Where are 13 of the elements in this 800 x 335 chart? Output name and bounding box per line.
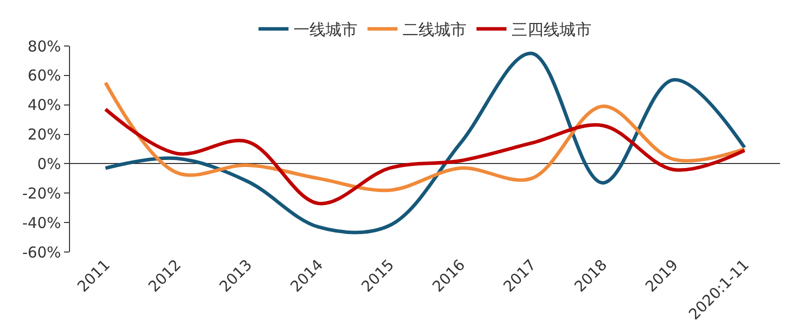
y-tick-label: 80% (28, 37, 61, 56)
legend-label: 三四线城市 (512, 20, 592, 40)
y-tick-label: -60% (22, 243, 61, 262)
y-tick-label: 60% (28, 66, 61, 85)
line-series (104, 108, 746, 206)
y-tick-label: -20% (22, 184, 61, 202)
y-tick-label: 40% (28, 96, 61, 114)
y-tick-label: -40% (22, 214, 61, 232)
y-tick-label: 0% (37, 154, 61, 173)
legend-label: 一线城市 (294, 20, 358, 40)
line-series (104, 81, 746, 192)
y-tick-label: 20% (28, 126, 61, 144)
legend-label: 二线城市 (402, 20, 466, 40)
